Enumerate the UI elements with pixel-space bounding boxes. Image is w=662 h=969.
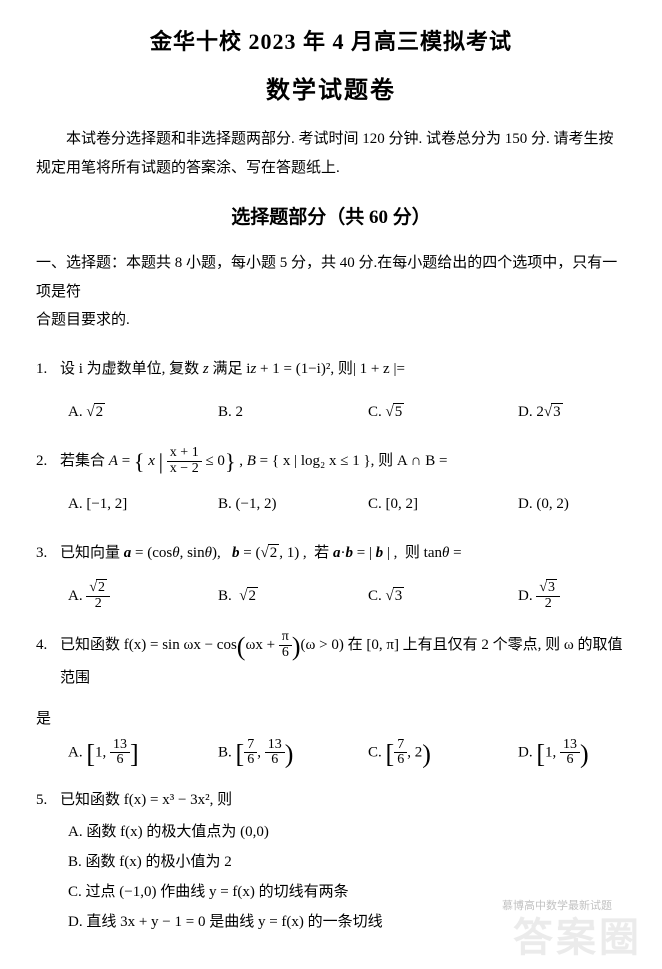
q1-prefix: 设 i 为虚数单位, 复数 <box>60 361 203 377</box>
q4-d-hd: 6 <box>560 753 580 768</box>
q4-arg: ωx + <box>245 637 278 653</box>
q2-b-val: (−1, 2) <box>236 496 277 512</box>
q3-opt-a: A. 2 2 <box>68 580 218 613</box>
q5-opt-a: A. 函数 f(x) 的极大值点为 (0,0) <box>68 817 626 847</box>
q4-a-hd: 6 <box>110 753 130 768</box>
q4-number: 4. <box>36 629 60 662</box>
q2-options: A. [−1, 2] B. (−1, 2) C. [0, 2] D. (0, 2… <box>68 488 626 521</box>
q2-A: A <box>109 453 118 469</box>
question-2: 2. 若集合 A = { x | x + 1 x − 2 ≤ 0} , B = … <box>36 445 626 521</box>
q3-d-den: 2 <box>536 597 560 612</box>
q4-pi-den: 6 <box>279 646 292 661</box>
q2-eq: = <box>118 453 134 469</box>
q3-options: A. 2 2 B. 2 C. 3 D. 3 2 <box>68 580 626 613</box>
q3-opt-d: D. 3 2 <box>518 580 560 613</box>
q4-b-ln: 7 <box>244 738 257 754</box>
q5-text: 已知函数 f(x) = x³ − 3x², 则 <box>60 784 626 817</box>
q2-Bdef: = { x | log₂ x ≤ 1 } <box>256 453 371 469</box>
part-desc-line2: 合题目要求的. <box>36 312 130 328</box>
q1-opt-b: B. 2 <box>218 396 368 429</box>
q2-fraction: x + 1 x − 2 <box>167 446 202 476</box>
q4-opt-d: D. [1, 136) <box>518 738 589 768</box>
q1-b-val: 2 <box>236 404 244 420</box>
q5-sub-options: A. 函数 f(x) 的极大值点为 (0,0) B. 函数 f(x) 的极小值为… <box>68 817 626 937</box>
q1-mid: 满足 i <box>209 361 251 377</box>
q4-options: A. [1, 136] B. [76, 136) C. [76, 2) D. [… <box>68 738 626 768</box>
q1-opt-d: D. 23 <box>518 396 563 429</box>
q2-prefix: 若集合 <box>60 453 109 469</box>
q3-text: 已知向量 a = (cosθ, sinθ), b = (2, 1) , 若 a·… <box>60 537 626 570</box>
q2-B: B <box>247 453 256 469</box>
part-desc-line1: 一、选择题：本题共 8 小题，每小题 5 分，共 40 分.在每小题给出的四个选… <box>36 255 617 300</box>
q2-c-val: [0, 2] <box>386 496 419 512</box>
q2-number: 2. <box>36 445 60 478</box>
q4-opt-b: B. [76, 136) <box>218 738 368 768</box>
q1-opt-c: C. 5 <box>368 396 518 429</box>
q4-a-hn: 13 <box>110 738 130 754</box>
q2-d-val: (0, 2) <box>536 496 569 512</box>
q4-a-lo: 1 <box>95 744 103 760</box>
q1-z2: z <box>250 361 256 377</box>
q1-text: 设 i 为虚数单位, 复数 z 满足 iz + 1 = (1−i)², 则| 1… <box>60 353 626 386</box>
q1-options: A. 2 B. 2 C. 5 D. 23 <box>68 396 626 429</box>
q4-prefix: 已知函数 f(x) = sin ωx − cos <box>60 637 237 653</box>
q4-text: 已知函数 f(x) = sin ωx − cos(ωx + π6)(ω > 0)… <box>60 629 626 695</box>
q1-tail: , 则| 1 + z |= <box>330 361 405 377</box>
q4-b-hn: 13 <box>265 738 285 754</box>
q4-opt-a: A. [1, 136] <box>68 738 218 768</box>
q3-number: 3. <box>36 537 60 570</box>
q5-number: 5. <box>36 784 60 817</box>
q4-tail-line: 是 <box>36 707 626 728</box>
question-4: 4. 已知函数 f(x) = sin ωx − cos(ωx + π6)(ω >… <box>36 629 626 695</box>
question-5: 5. 已知函数 f(x) = x³ − 3x², 则 A. 函数 f(x) 的极… <box>36 784 626 937</box>
q2-opt-b: B. (−1, 2) <box>218 488 368 521</box>
q3-opt-b: B. 2 <box>218 580 368 613</box>
q2-cond: ≤ 0 <box>202 453 225 469</box>
q2-frac-den: x − 2 <box>167 462 202 477</box>
q4-d-lo: 1 <box>545 744 553 760</box>
q4-c-ln: 7 <box>394 738 407 754</box>
sub-title: 数学试题卷 <box>36 70 626 105</box>
q3-opt-c: C. 3 <box>368 580 518 613</box>
q4-c-ld: 6 <box>394 753 407 768</box>
q2-text: 若集合 A = { x | x + 1 x − 2 ≤ 0} , B = { x… <box>60 445 626 478</box>
part-description: 一、选择题：本题共 8 小题，每小题 5 分，共 40 分.在每小题给出的四个选… <box>36 249 626 335</box>
q1-opt-a: A. 2 <box>68 396 218 429</box>
q5-opt-d: D. 直线 3x + y − 1 = 0 是曲线 y = f(x) 的一条切线 <box>68 907 626 937</box>
q5-opt-b: B. 函数 f(x) 的极小值为 2 <box>68 847 626 877</box>
q2-opt-d: D. (0, 2) <box>518 488 569 521</box>
intro-paragraph: 本试卷分选择题和非选择题两部分. 考试时间 120 分钟. 试卷总分为 150 … <box>36 125 626 182</box>
q4-b-ld: 6 <box>244 753 257 768</box>
q4-opt-c: C. [76, 2) <box>368 738 518 768</box>
q1-number: 1. <box>36 353 60 386</box>
question-3: 3. 已知向量 a = (cosθ, sinθ), b = (2, 1) , 若… <box>36 537 626 613</box>
q2-opt-a: A. [−1, 2] <box>68 488 218 521</box>
q4-pi-num: π <box>279 630 292 646</box>
section-title: 选择题部分（共 60 分） <box>36 202 626 229</box>
q5-opt-c: C. 过点 (−1,0) 作曲线 y = f(x) 的切线有两条 <box>68 877 626 907</box>
question-1: 1. 设 i 为虚数单位, 复数 z 满足 iz + 1 = (1−i)², 则… <box>36 353 626 429</box>
q4-b-hd: 6 <box>265 753 285 768</box>
main-title: 金华十校 2023 年 4 月高三模拟考试 <box>36 24 626 56</box>
q2-tail: , 则 A ∩ B = <box>371 453 448 469</box>
q2-frac-num: x + 1 <box>167 446 202 462</box>
q2-opt-c: C. [0, 2] <box>368 488 518 521</box>
q3-a-den: 2 <box>86 597 110 612</box>
q4-d-hn: 13 <box>560 738 580 754</box>
q2-a-val: [−1, 2] <box>86 496 127 512</box>
